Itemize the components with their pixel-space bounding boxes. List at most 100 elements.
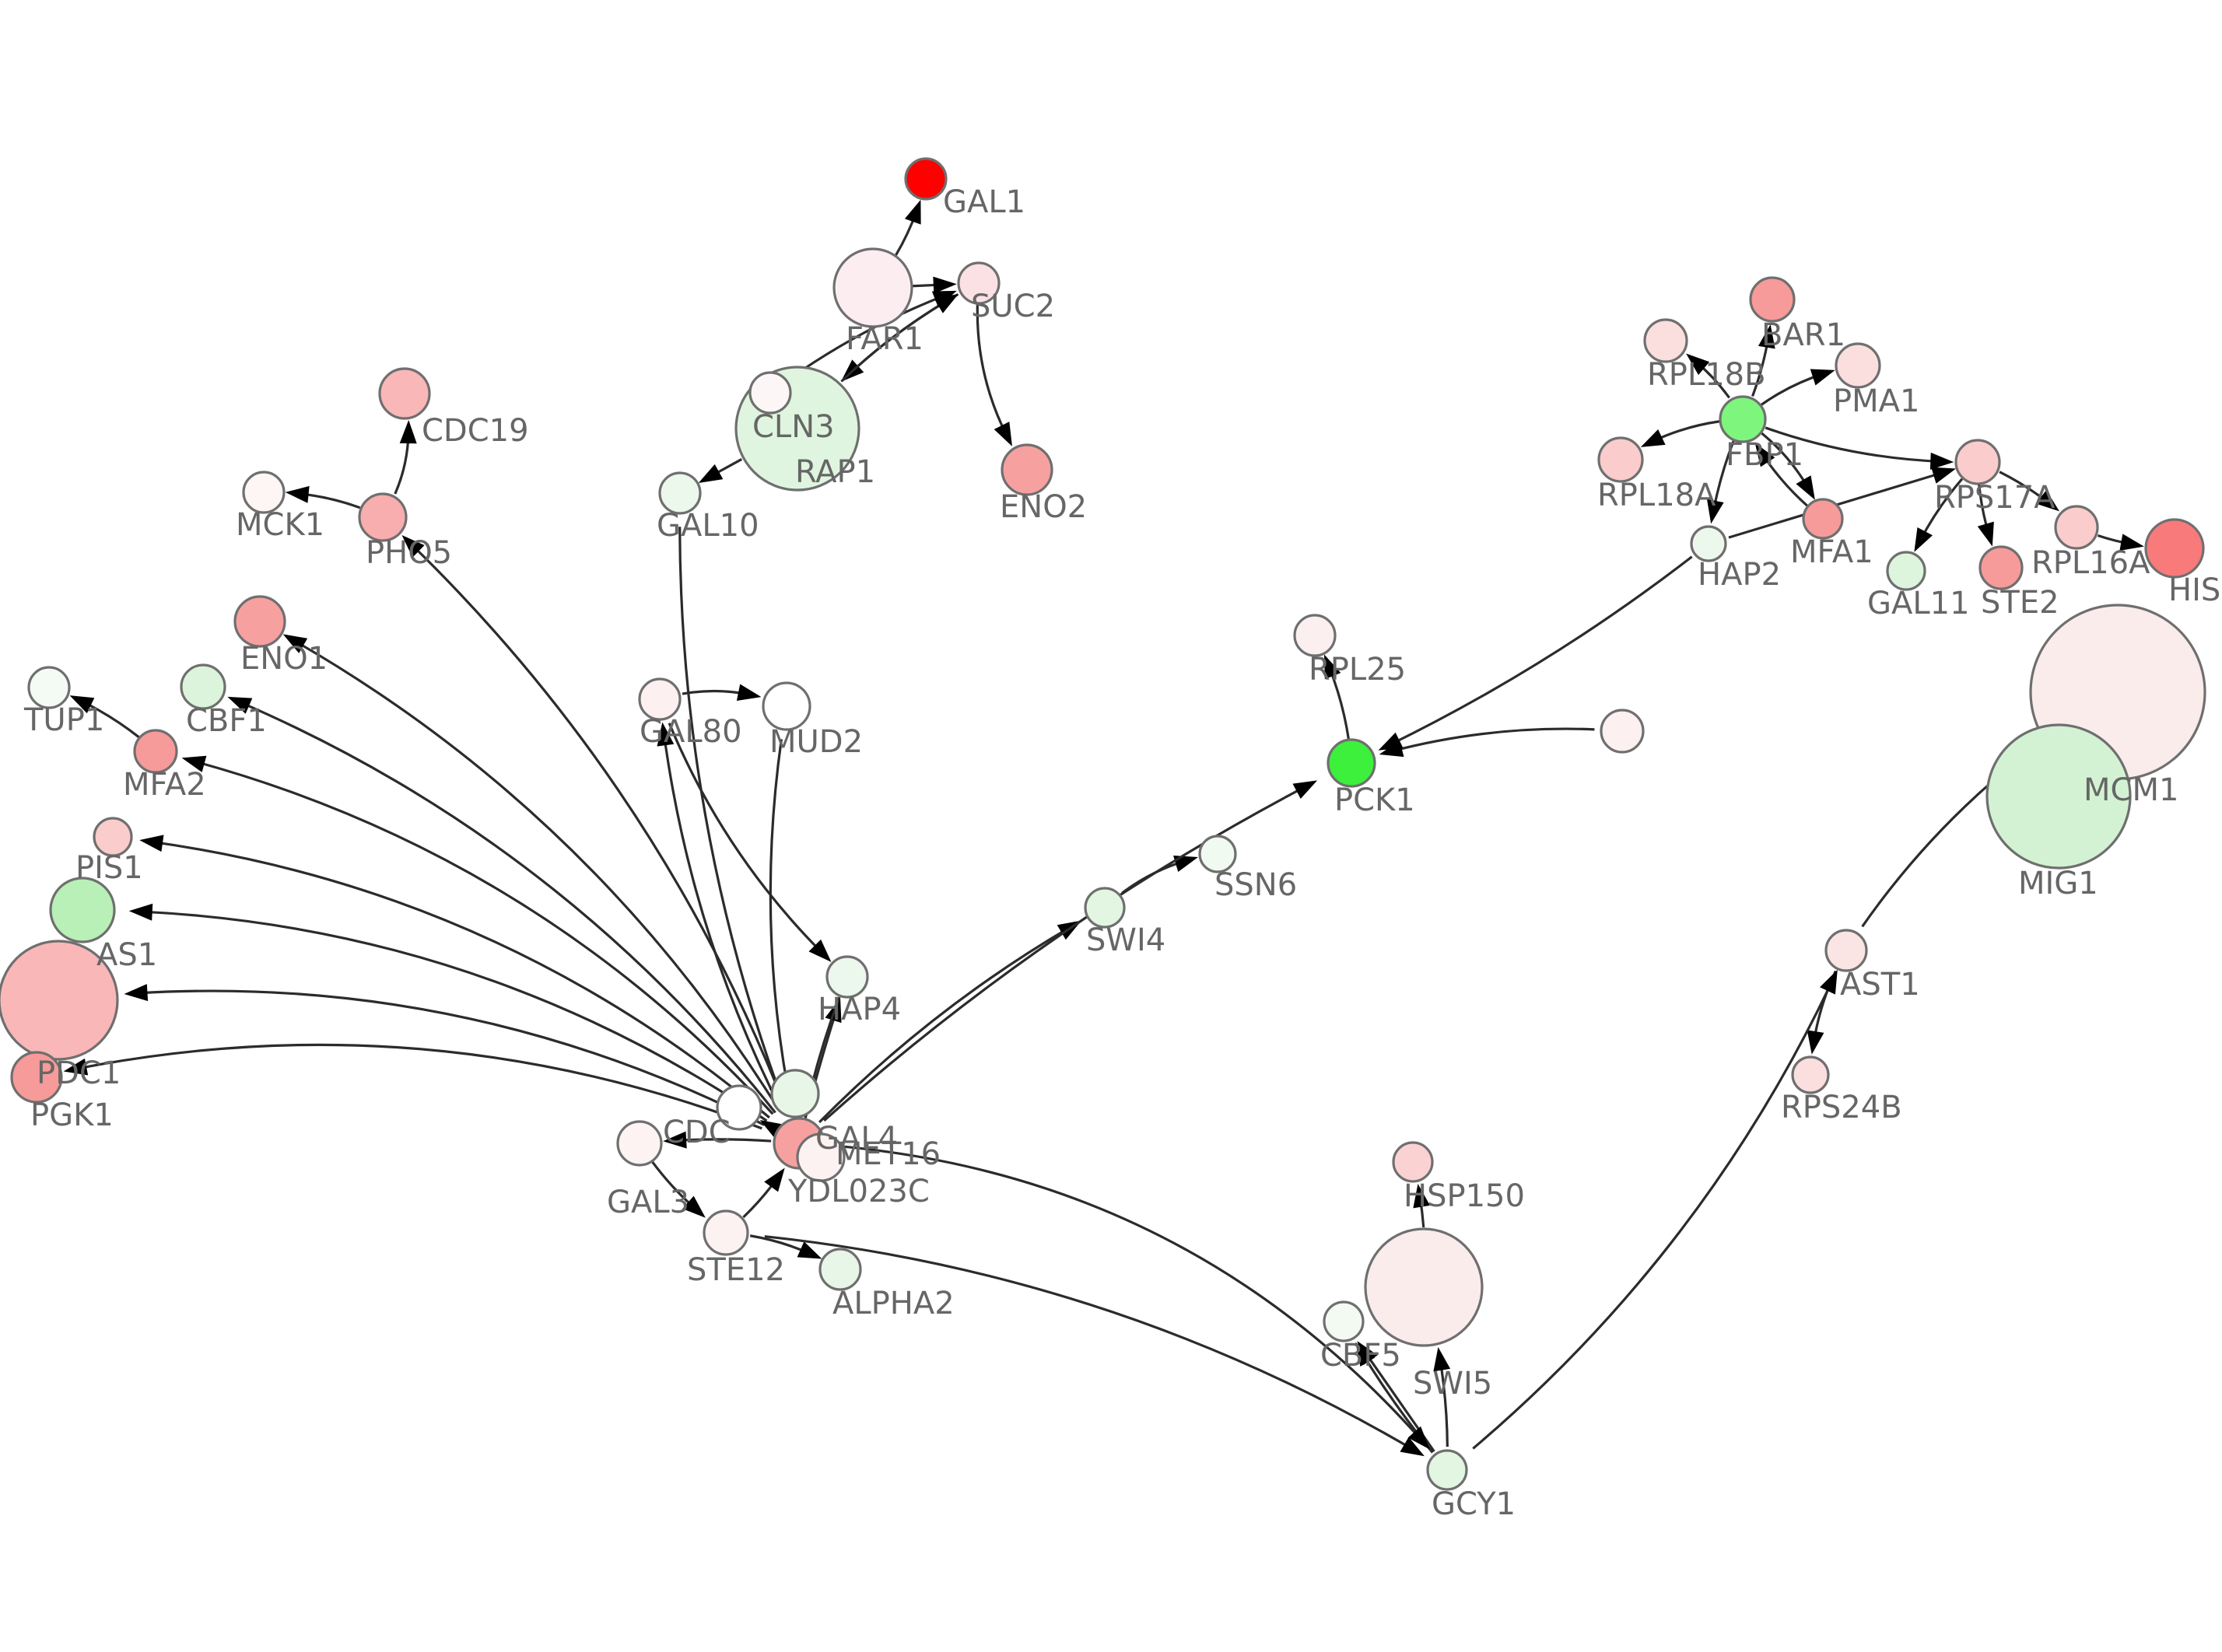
node-mud2[interactable] (762, 681, 811, 731)
node-rps24b[interactable] (1791, 1055, 1830, 1094)
arrowhead-mfa1-to-fbp1 (1754, 443, 1775, 467)
arrowhead-gal4-to-eno1 (282, 634, 308, 653)
arrowhead-ste12-to-gal4 (764, 1167, 785, 1192)
node-label-gal80: GAL80 (640, 714, 742, 750)
labels-layer: GAL1 FAR1 SUC2 ENO2 CLN3 RAP1 GAL10 CDC19 MCK1 PH… (23, 184, 2222, 1522)
node-pho5[interactable] (358, 492, 408, 542)
node-tup1[interactable] (27, 666, 71, 709)
node-label-cbf5: CBF5 (1320, 1338, 1401, 1374)
node-rap1[interactable] (748, 371, 792, 415)
edge-ste12-to-gcy1 (764, 1235, 1414, 1451)
node-pis1[interactable] (93, 817, 133, 857)
node-ydl023c[interactable] (796, 1132, 846, 1182)
node-gal3[interactable] (616, 1120, 663, 1167)
node-label-mfa2: MFA2 (123, 767, 206, 803)
node-far1[interactable] (832, 247, 913, 328)
node-label-tas1: AS1 (96, 937, 157, 973)
node-hsp150[interactable] (1392, 1141, 1434, 1183)
arrowhead-fbp1-to-rpl18b (1686, 353, 1710, 376)
arrowhead-gal4-to-pck1 (1292, 780, 1318, 800)
node-label-swi5: SWI5 (1413, 1366, 1492, 1402)
node-cdc19[interactable] (378, 367, 431, 420)
edge-gal80-to-hap4 (668, 723, 824, 954)
arrowhead-fbp1-to-pma1 (1810, 369, 1835, 386)
arrowhead-hap2-to-rps17a (1931, 467, 1957, 484)
node-his4[interactable] (2144, 518, 2205, 579)
node-gal11[interactable] (1886, 551, 1926, 591)
node-label-alpha2: ALPHA2 (832, 1286, 955, 1321)
node-gcy1[interactable] (1426, 1449, 1468, 1491)
node-cbf5[interactable] (1323, 1300, 1365, 1342)
node-rpl25[interactable] (1293, 614, 1337, 657)
arrowhead-gal3-to-ste12 (682, 1195, 706, 1218)
arrowhead-far1-to-gal1 (904, 199, 921, 225)
node-label-tup1: TUP1 (23, 702, 104, 738)
node-mfa2[interactable] (133, 729, 178, 774)
node-label-rpl18a: RPL18A (1597, 478, 1716, 513)
arrowhead-ste12-to-alpha2 (797, 1241, 822, 1259)
node-swi4[interactable] (1084, 887, 1126, 929)
edge-gal4-to-gcy1 (838, 1144, 1423, 1441)
node-mig1[interactable] (1985, 723, 2132, 870)
arrowhead-fbp1-to-bar1 (1758, 324, 1775, 349)
node-rps17a[interactable] (1954, 439, 2001, 485)
node-cdc39[interactable] (716, 1084, 762, 1131)
arrowhead-swi5-to-hsp150 (1413, 1184, 1431, 1209)
node-label-his4: HIS4 (2168, 572, 2222, 608)
edge-cln3-to-suc2 (840, 299, 949, 383)
node-label-rpl16a: RPL16A (2031, 545, 2150, 581)
node-gal10[interactable] (658, 471, 702, 515)
node-pdc1[interactable] (0, 940, 119, 1061)
nodes-layer[interactable] (0, 157, 2206, 1491)
node-pma1[interactable] (1835, 342, 1881, 389)
node-unnamed_a[interactable] (1600, 709, 1645, 754)
node-ast1[interactable] (1824, 929, 1868, 972)
node-alpha2[interactable] (818, 1248, 862, 1291)
node-suc2[interactable] (957, 261, 1001, 305)
node-ssn6[interactable] (1198, 835, 1237, 873)
node-rpl16a[interactable] (2054, 505, 2099, 550)
arrowhead-gal4-to-gal3 (663, 1131, 687, 1149)
node-hap4[interactable] (825, 955, 869, 999)
node-eno1[interactable] (233, 595, 286, 648)
node-bar1[interactable] (1749, 276, 1796, 323)
node-ste2[interactable] (1978, 545, 2024, 590)
node-rpl18b[interactable] (1643, 318, 1688, 363)
node-tas1[interactable] (49, 877, 116, 943)
arrowhead-gal4-to-cbf1 (227, 696, 253, 714)
node-gal1[interactable] (904, 157, 948, 201)
node-mfa1[interactable] (1802, 498, 1844, 540)
node-ste12[interactable] (703, 1209, 749, 1256)
arrowhead-swi4-to-ssn6 (1173, 855, 1198, 873)
node-met16[interactable] (770, 1069, 820, 1118)
arrowhead-ste12-to-gcy1 (1400, 1437, 1425, 1457)
arrowhead-ast1-to-rps24b (1807, 1030, 1824, 1055)
arrowhead-rps17a-to-rpl16a (2035, 490, 2060, 512)
node-label-ste12: STE12 (687, 1252, 785, 1288)
node-pck1[interactable] (1327, 738, 1376, 788)
node-label-ast1: AST1 (1840, 967, 1920, 1003)
node-label-cln3: CLN3 (752, 409, 835, 445)
node-swi5[interactable] (1364, 1227, 1484, 1347)
node-hap2[interactable] (1690, 525, 1727, 562)
node-label-gal1: GAL1 (943, 184, 1025, 220)
node-cbf1[interactable] (180, 663, 226, 710)
node-mck1[interactable] (242, 471, 286, 514)
node-pgk1[interactable] (10, 1051, 63, 1104)
node-label-bar1: BAR1 (1761, 317, 1845, 353)
node-label-cdc19: CDC19 (422, 413, 529, 449)
node-label-mfa1: MFA1 (1790, 534, 1873, 570)
node-label-pdc1: PDC1 (37, 1055, 121, 1091)
arrowhead-gal4-to-pho5 (401, 535, 425, 558)
node-gal80[interactable] (638, 677, 682, 721)
arrowhead-gal4-to-pdc1 (124, 984, 149, 1002)
edge-gal4-to-gal80 (662, 734, 784, 1113)
node-fbp1[interactable] (1719, 395, 1767, 443)
edge-gal10-to-gal4 (678, 527, 783, 1097)
node-rpl18a[interactable] (1597, 436, 1644, 483)
node-eno2[interactable] (1001, 443, 1053, 496)
arrowhead-gal4-to-gcy1 (1407, 1426, 1430, 1450)
node-label-hap4: HAP4 (818, 992, 901, 1027)
arrowhead-gal4-to-pgk1 (63, 1058, 89, 1076)
